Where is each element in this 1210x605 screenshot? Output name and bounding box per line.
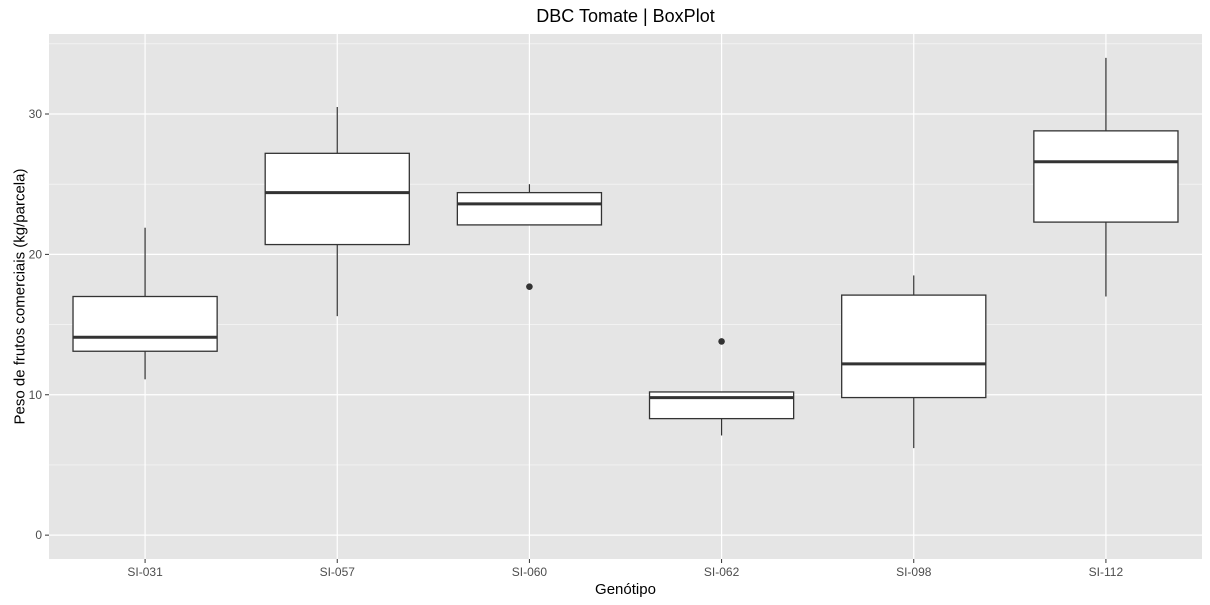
y-axis-title: Peso de frutos comerciais (kg/parcela) bbox=[11, 169, 28, 425]
x-tick-label: SI-057 bbox=[320, 565, 356, 579]
x-tick-label: SI-112 bbox=[1089, 565, 1124, 579]
x-tick-label: SI-098 bbox=[896, 565, 932, 579]
box-si-057 bbox=[264, 106, 410, 317]
outlier-point bbox=[526, 283, 533, 290]
box-marks bbox=[72, 57, 1179, 449]
x-axis-ticks: SI-031 SI-057 SI-060 SI-062 SI-098 SI-112 bbox=[127, 559, 1123, 579]
box-si-031 bbox=[72, 227, 218, 380]
x-tick-label: SI-062 bbox=[704, 565, 740, 579]
x-tick-label: SI-031 bbox=[127, 565, 163, 579]
box-si-112 bbox=[1033, 57, 1179, 297]
outlier-point bbox=[718, 338, 725, 345]
x-axis-title: Genótipo bbox=[595, 581, 656, 598]
y-tick-label: 0 bbox=[35, 528, 42, 542]
box-si-060 bbox=[456, 184, 603, 290]
plot-panel bbox=[49, 34, 1202, 559]
y-axis-ticks: 0 10 20 30 bbox=[29, 107, 49, 542]
y-tick-label: 20 bbox=[29, 247, 43, 261]
y-tick-label: 30 bbox=[29, 107, 43, 121]
box-iqr bbox=[841, 294, 987, 399]
box-iqr bbox=[264, 152, 410, 246]
chart-title: DBC Tomate | BoxPlot bbox=[536, 6, 714, 26]
x-tick-label: SI-060 bbox=[512, 565, 548, 579]
box-si-062 bbox=[648, 338, 795, 436]
box-si-098 bbox=[841, 275, 987, 449]
box-iqr bbox=[648, 391, 795, 420]
box-iqr bbox=[72, 295, 218, 352]
y-tick-label: 10 bbox=[29, 388, 43, 402]
box-iqr bbox=[1033, 130, 1179, 223]
box-iqr bbox=[456, 191, 603, 226]
